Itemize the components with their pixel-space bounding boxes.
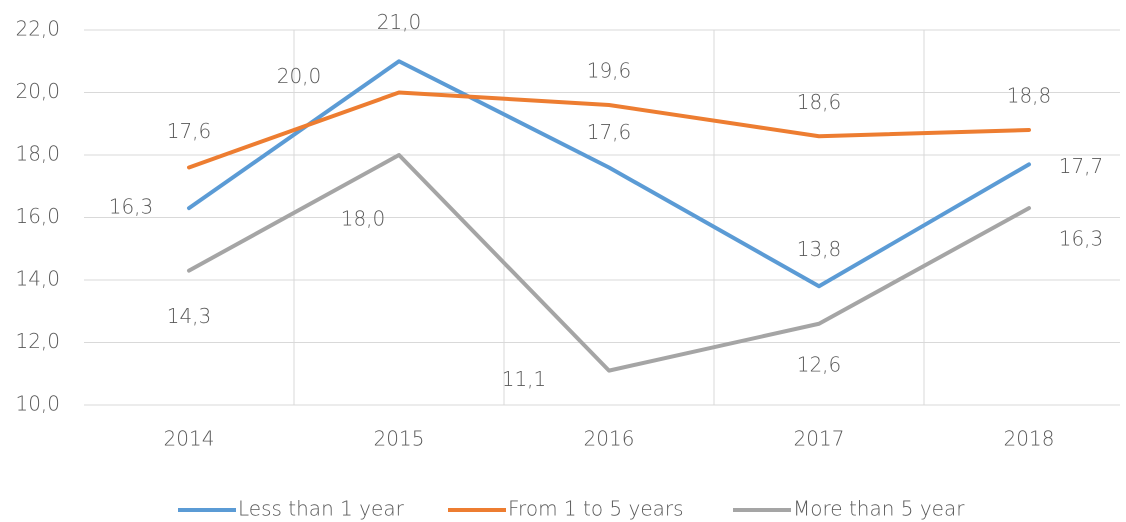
data-label: 20,0 <box>277 64 322 88</box>
data-label: 18,0 <box>341 207 386 231</box>
data-label: 21,0 <box>377 10 422 34</box>
x-tick-label: 2018 <box>1004 427 1055 451</box>
data-label: 17,7 <box>1059 154 1104 178</box>
legend-label: Less than 1 year <box>238 497 405 521</box>
data-label: 18,6 <box>797 90 842 114</box>
y-tick-label: 10,0 <box>15 392 60 416</box>
series-line <box>187 153 1031 373</box>
data-label: 19,6 <box>587 59 632 83</box>
legend-label: More than 5 year <box>793 497 965 521</box>
y-tick-label: 20,0 <box>15 79 60 103</box>
y-tick-label: 22,0 <box>15 17 60 41</box>
data-label: 16,3 <box>1059 227 1104 251</box>
y-tick-label: 14,0 <box>15 267 60 291</box>
y-tick-label: 16,0 <box>15 204 60 228</box>
data-label: 11,1 <box>502 367 547 391</box>
y-tick-label: 12,0 <box>15 329 60 353</box>
data-label: 18,8 <box>1007 84 1052 108</box>
x-tick-label: 2016 <box>584 427 635 451</box>
series-line <box>187 90 1031 170</box>
data-label: 16,3 <box>109 195 154 219</box>
x-tick-label: 2017 <box>794 427 845 451</box>
data-label: 17,6 <box>167 119 212 143</box>
y-tick-label: 18,0 <box>15 142 60 166</box>
data-label: 14,3 <box>167 304 212 328</box>
data-label: 17,6 <box>587 120 632 144</box>
data-label: 12,6 <box>797 352 842 376</box>
data-label: 13,8 <box>797 237 842 261</box>
x-tick-label: 2015 <box>374 427 425 451</box>
x-tick-label: 2014 <box>164 427 215 451</box>
series-line <box>187 59 1031 289</box>
legend-label: From 1 to 5 years <box>508 497 684 521</box>
